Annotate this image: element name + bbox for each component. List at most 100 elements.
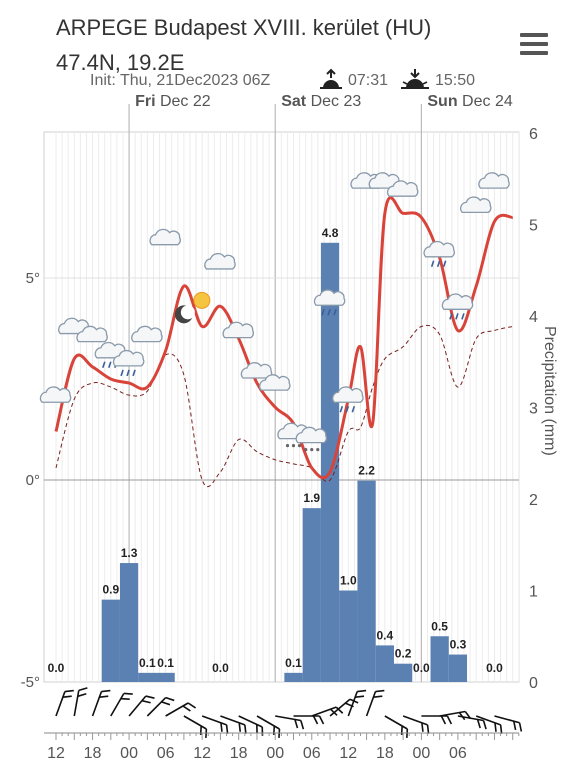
y-left-tick: -5° — [21, 674, 40, 691]
cloud-icon — [460, 196, 492, 214]
precip-label: 1.0 — [340, 574, 357, 588]
coordinates: 47.4N, 19.2E — [56, 50, 185, 75]
precip-bar — [448, 654, 468, 682]
precip-bar — [430, 636, 449, 682]
wind-barb — [475, 715, 503, 734]
cloud-icon — [259, 374, 291, 391]
y-right-tick: 5 — [529, 218, 538, 235]
cloud-icon — [131, 325, 163, 343]
wind-barb — [347, 689, 367, 717]
wind-barb — [402, 715, 430, 734]
location-title: ARPEGE Budapest XVIII. kerület (HU) — [56, 15, 432, 40]
cloud-rain-icon — [112, 350, 145, 377]
x-tick-label: 06 — [303, 745, 321, 762]
wind-barb — [55, 689, 74, 717]
precip-label: 4.8 — [322, 226, 339, 240]
x-tick-label: 18 — [230, 745, 248, 762]
cloud-rain-icon — [441, 293, 474, 320]
precip-label: 0.3 — [450, 638, 467, 652]
wind-barb — [128, 695, 155, 717]
precip-label: 0.2 — [395, 647, 412, 661]
wind-barb — [275, 715, 305, 730]
dewpoint-line — [55, 324, 513, 488]
precip-label: 0.0 — [48, 661, 65, 675]
precip-label: 0.1 — [285, 656, 302, 670]
y-right-tick: 2 — [529, 492, 538, 509]
precip-label: 2.2 — [358, 464, 375, 478]
y-right-tick: 3 — [529, 401, 538, 418]
x-tick-label: 00 — [412, 745, 430, 762]
precip-bar — [101, 599, 120, 682]
precip-label: 0.5 — [431, 619, 448, 633]
hamburger-menu-icon[interactable] — [520, 33, 548, 55]
cloud-icon — [222, 321, 255, 339]
wind-barb — [73, 687, 88, 717]
y-left-tick: 5° — [26, 270, 40, 287]
precip-label: 1.9 — [303, 491, 320, 505]
wind-barb — [220, 715, 247, 734]
x-tick-label: 00 — [120, 745, 138, 762]
y-right-label: Precipitation (mm) — [541, 326, 558, 456]
cloud-icon — [240, 362, 273, 379]
wind-barb — [421, 715, 453, 725]
cloud-icon — [478, 172, 510, 189]
wind-barb — [91, 689, 111, 717]
precip-bar — [357, 480, 376, 682]
day-label-2: Sun Dec 24 — [427, 93, 512, 110]
wind-barb — [365, 689, 385, 717]
x-tick-label: 12 — [339, 745, 357, 762]
precip-label: 0.0 — [413, 661, 430, 675]
init-time: Init: Thu, 21Dec2023 06Z — [90, 72, 271, 89]
temperature-line — [54, 196, 514, 480]
moon-sun-icon — [174, 291, 211, 324]
wind-barb — [146, 696, 175, 717]
wind-barb — [494, 715, 523, 732]
y-right-tick: 1 — [529, 584, 538, 601]
precip-label: 1.3 — [121, 546, 138, 560]
y-right-tick: 4 — [529, 309, 538, 326]
precip-bar — [156, 672, 175, 682]
sunrise-icon — [318, 68, 344, 97]
x-tick-label: 12 — [193, 745, 211, 762]
cloud-icon — [204, 253, 236, 270]
precip-label: 0.0 — [486, 661, 503, 675]
cloud-icon — [386, 180, 419, 197]
cloud-rain-icon — [94, 341, 127, 369]
y-right-tick: 6 — [529, 126, 538, 143]
sunset-icon — [400, 68, 430, 97]
cloud-rain-icon — [423, 240, 455, 268]
precip-bar — [302, 508, 321, 682]
precip-bar — [339, 590, 358, 682]
wind-barb — [201, 715, 229, 734]
sunset-time: 15:50 — [435, 72, 476, 89]
precip-label: 0.0 — [212, 661, 229, 675]
wind-barb — [457, 715, 487, 730]
cloud-snow-icon — [295, 426, 328, 452]
x-tick-label: 06 — [449, 745, 467, 762]
precip-bar — [284, 672, 303, 682]
y-left-tick: 0° — [26, 472, 40, 489]
precip-bar — [320, 242, 340, 683]
precip-bar — [119, 563, 139, 682]
x-tick-label: 00 — [266, 745, 284, 762]
cloud-icon — [76, 325, 108, 343]
day-label-0: Fri Dec 22 — [135, 93, 211, 110]
y-right-tick: 0 — [529, 675, 538, 692]
cloud-rain-icon — [313, 289, 346, 316]
x-tick-label: 12 — [47, 745, 65, 762]
cloud-icon — [39, 386, 72, 403]
wind-barb — [238, 715, 264, 736]
x-tick-label: 18 — [376, 745, 394, 762]
x-tick-label: 06 — [157, 745, 175, 762]
cloud-rain-icon — [332, 386, 364, 413]
precip-label: 0.1 — [139, 656, 156, 670]
precip-label: 0.4 — [377, 628, 394, 642]
precip-bar — [393, 663, 413, 682]
precip-bar — [375, 645, 394, 682]
wind-barb — [110, 692, 133, 717]
x-tick-label: 18 — [84, 745, 102, 762]
cloud-icon — [149, 228, 181, 246]
precip-bar — [138, 672, 157, 682]
day-label-1: Sat Dec 23 — [281, 93, 361, 110]
